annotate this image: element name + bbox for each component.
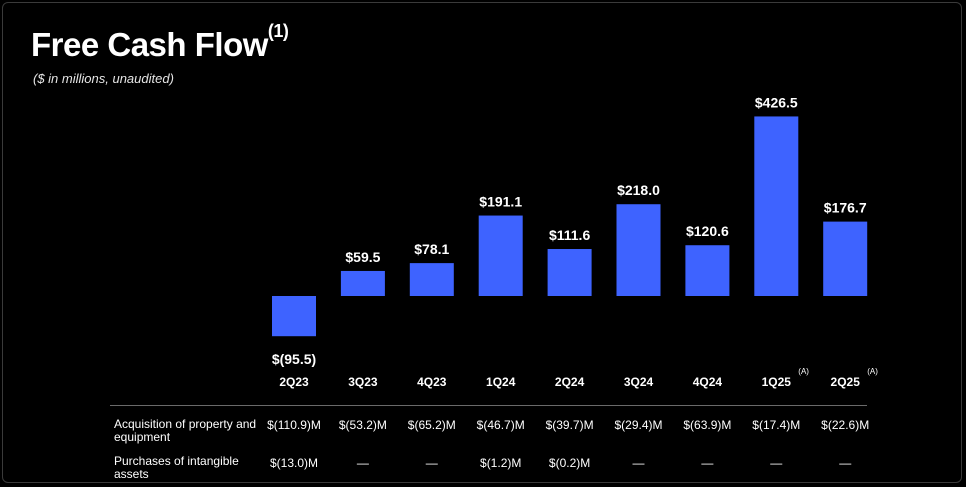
- table-cell-3q23: $(53.2)M: [338, 418, 387, 432]
- data-label-3q23: $59.5: [345, 249, 380, 265]
- bar-3q23: [340, 270, 385, 296]
- x-tick-2q25: 2Q25: [831, 375, 861, 389]
- table-cell-2q23: $(13.0)M: [269, 456, 319, 470]
- data-label-2q24: $111.6: [549, 227, 590, 243]
- x-tick-1q25: 1Q25: [762, 375, 792, 389]
- x-tick-3q24: 3Q24: [624, 375, 654, 389]
- table-cell-2q24: $(0.2)M: [548, 456, 591, 470]
- table-divider: [110, 405, 867, 406]
- x-tick-2q23: 2Q23: [279, 375, 309, 389]
- table-cell-1q24: $(46.7)M: [476, 418, 525, 432]
- x-tick-2q24: 2Q24: [555, 375, 585, 389]
- x-tick-note-2q25: (A): [867, 367, 878, 376]
- free-cash-flow-chart: $(95.5) 2Q23 $59.5 3Q23 $78.1 4Q23 $191.1 1Q24 $…: [272, 94, 878, 389]
- row-label-intangible-assets: Purchases of intangible assets: [114, 454, 239, 481]
- table-cell-2q24: $(39.7)M: [545, 418, 594, 432]
- table-cell-1q25: $(17.4)M: [752, 418, 801, 432]
- row-label-property-equipment: Acquisition of property and equipment: [114, 417, 257, 444]
- bar-2q23: [272, 296, 316, 337]
- data-label-2q23: $(95.5): [272, 351, 316, 367]
- x-tick-4q23: 4Q23: [417, 375, 447, 389]
- table-cell-1q25: —: [770, 456, 783, 470]
- table-cell-2q23: $(110.9)M: [267, 418, 321, 432]
- table-cell-4q24: —: [701, 456, 714, 470]
- x-tick-3q23: 3Q23: [348, 375, 378, 389]
- bar-2q24: [547, 249, 592, 296]
- bar-3q24: [616, 204, 661, 296]
- x-tick-4q24: 4Q24: [693, 375, 723, 389]
- table-cell-4q24: $(63.9)M: [683, 418, 732, 432]
- table-cell-3q23: —: [356, 456, 369, 470]
- table-cell-2q25: —: [839, 456, 852, 470]
- bar-1q24: [478, 215, 523, 296]
- page-title: Free Cash Flow(1): [31, 22, 289, 64]
- bar-2q25: [823, 221, 868, 296]
- table-cell-4q23: $(65.2)M: [407, 418, 456, 432]
- table-cell-3q24: —: [632, 456, 645, 470]
- table-cell-1q24: $(1.2)M: [480, 456, 522, 470]
- table-cell-4q23: —: [425, 456, 438, 470]
- data-label-2q25: $176.7: [824, 200, 867, 216]
- bar-4q24: [685, 245, 730, 296]
- table-cell-2q25: $(22.6)M: [821, 418, 870, 432]
- page-subtitle: ($ in millions, unaudited): [33, 71, 174, 86]
- title-text: Free Cash Flow: [31, 26, 268, 63]
- bar-4q23: [409, 263, 454, 296]
- data-label-1q25: $426.5: [755, 94, 798, 110]
- table-cell-3q24: $(29.4)M: [614, 418, 663, 432]
- data-label-1q24: $191.1: [479, 194, 522, 210]
- x-tick-1q24: 1Q24: [486, 375, 516, 389]
- data-label-4q24: $120.6: [686, 223, 729, 239]
- x-tick-note-1q25: (A): [798, 367, 809, 376]
- data-label-3q24: $218.0: [617, 182, 660, 198]
- title-footnote-marker: (1): [267, 21, 289, 41]
- data-label-4q23: $78.1: [414, 241, 449, 257]
- bar-1q25: [754, 116, 799, 296]
